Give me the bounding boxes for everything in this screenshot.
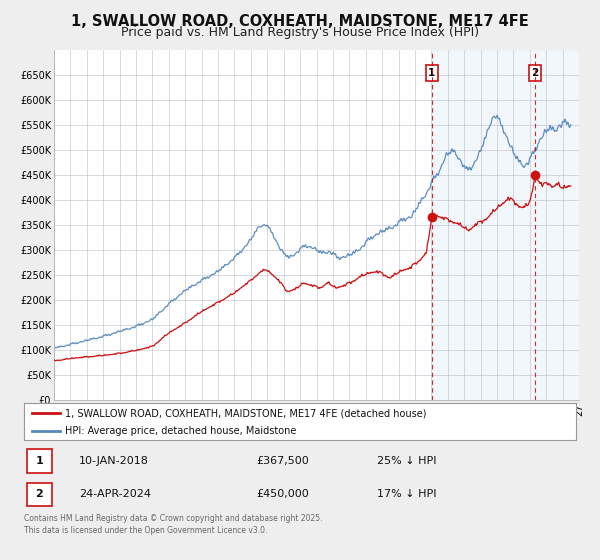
Text: Price paid vs. HM Land Registry's House Price Index (HPI): Price paid vs. HM Land Registry's House … (121, 26, 479, 39)
Text: £450,000: £450,000 (256, 489, 308, 499)
Text: 2: 2 (532, 68, 539, 78)
FancyBboxPatch shape (27, 449, 52, 473)
Text: 10-JAN-2018: 10-JAN-2018 (79, 456, 149, 466)
Text: 2: 2 (35, 489, 43, 499)
Text: £367,500: £367,500 (256, 456, 308, 466)
Text: 24-APR-2024: 24-APR-2024 (79, 489, 151, 499)
Text: 17% ↓ HPI: 17% ↓ HPI (377, 489, 437, 499)
Text: 25% ↓ HPI: 25% ↓ HPI (377, 456, 437, 466)
Text: HPI: Average price, detached house, Maidstone: HPI: Average price, detached house, Maid… (65, 426, 297, 436)
Bar (432, 50, 579, 400)
Text: 1, SWALLOW ROAD, COXHEATH, MAIDSTONE, ME17 4FE: 1, SWALLOW ROAD, COXHEATH, MAIDSTONE, ME… (71, 14, 529, 29)
Text: 1, SWALLOW ROAD, COXHEATH, MAIDSTONE, ME17 4FE (detached house): 1, SWALLOW ROAD, COXHEATH, MAIDSTONE, ME… (65, 408, 427, 418)
Text: Contains HM Land Registry data © Crown copyright and database right 2025.
This d: Contains HM Land Registry data © Crown c… (24, 514, 323, 535)
Text: 1: 1 (428, 68, 436, 78)
FancyBboxPatch shape (27, 483, 52, 506)
Text: 1: 1 (35, 456, 43, 466)
